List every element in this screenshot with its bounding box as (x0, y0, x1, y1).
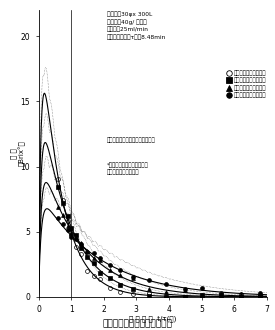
Text: 充填塔：30φx 300L
茶葉量：40g/ カラム
液流量：25ml/min
平均滴留時間（τ）：8.48min: 充填塔：30φx 300L 茶葉量：40g/ カラム 液流量：25ml/min … (107, 11, 166, 40)
Text: *鶴歯状の線は各段最上部の
　中の計算濃度を示す: *鶴歯状の線は各段最上部の 中の計算濃度を示す (107, 162, 149, 175)
Text: 図３．４段充填塔抽出試験結: 図３．４段充填塔抽出試験結 (103, 319, 172, 328)
Text: 実線の曲線：各段出口濃度計算値: 実線の曲線：各段出口濃度計算値 (107, 138, 156, 143)
Y-axis label: 濃 度
（Brix°）: 濃 度 （Brix°） (10, 141, 25, 166)
X-axis label: 抽 出 時 間  t/τ(－): 抽 出 時 間 t/τ(－) (129, 316, 176, 322)
Legend: ４段目出口濃度実測値, ３段目出口濃度実測値, ２段目出口濃度実測値, １段目出口濃度実測値: ４段目出口濃度実測値, ３段目出口濃度実測値, ２段目出口濃度実測値, １段目出… (227, 70, 266, 98)
